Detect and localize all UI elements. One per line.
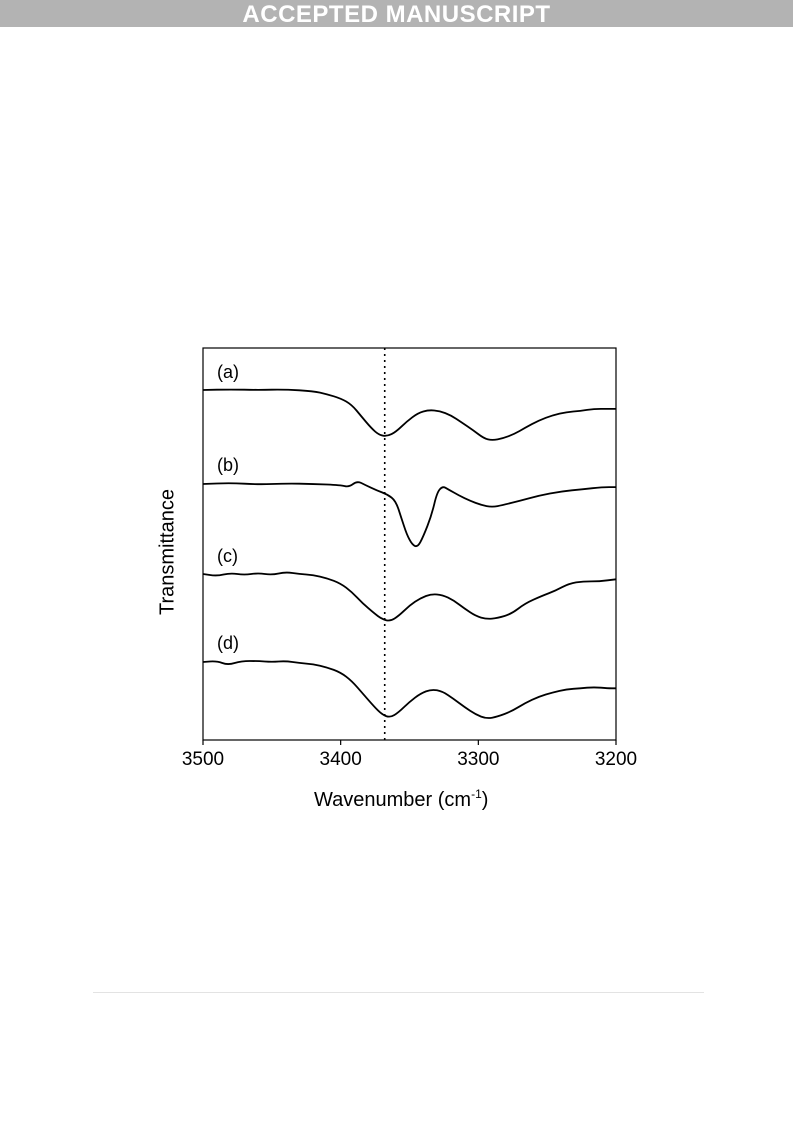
series-label-b: (b) [217,455,239,475]
x-tick-label-3400: 3400 [320,749,362,770]
x-axis-label-superscript: -1 [471,787,482,801]
accepted-manuscript-banner: ACCEPTED MANUSCRIPT [0,0,793,28]
y-axis-label: Transmittance [156,489,178,615]
series-label-a: (a) [217,362,239,382]
series-label-d: (d) [217,633,239,653]
series-line-c [202,571,617,622]
x-ticks-group: 3500 3400 3300 3200 [182,740,637,770]
series-labels-group: (a) (b) (c) (d) [217,362,239,653]
series-line-a [202,388,616,441]
footer-rule [93,992,704,993]
x-axis-label-close: ) [482,789,489,811]
x-tick-label-3200: 3200 [595,749,637,770]
series-line-d [202,660,616,719]
series-label-c: (c) [217,546,238,566]
curves-group [202,388,617,719]
series-line-b [202,481,616,548]
x-tick-label-3500: 3500 [182,749,224,770]
x-axis-label-main: Wavenumber (cm [314,789,471,811]
plot-frame [202,347,617,741]
x-axis-label: Wavenumber (cm-1) [314,787,488,811]
x-tick-label-3300: 3300 [457,749,499,770]
